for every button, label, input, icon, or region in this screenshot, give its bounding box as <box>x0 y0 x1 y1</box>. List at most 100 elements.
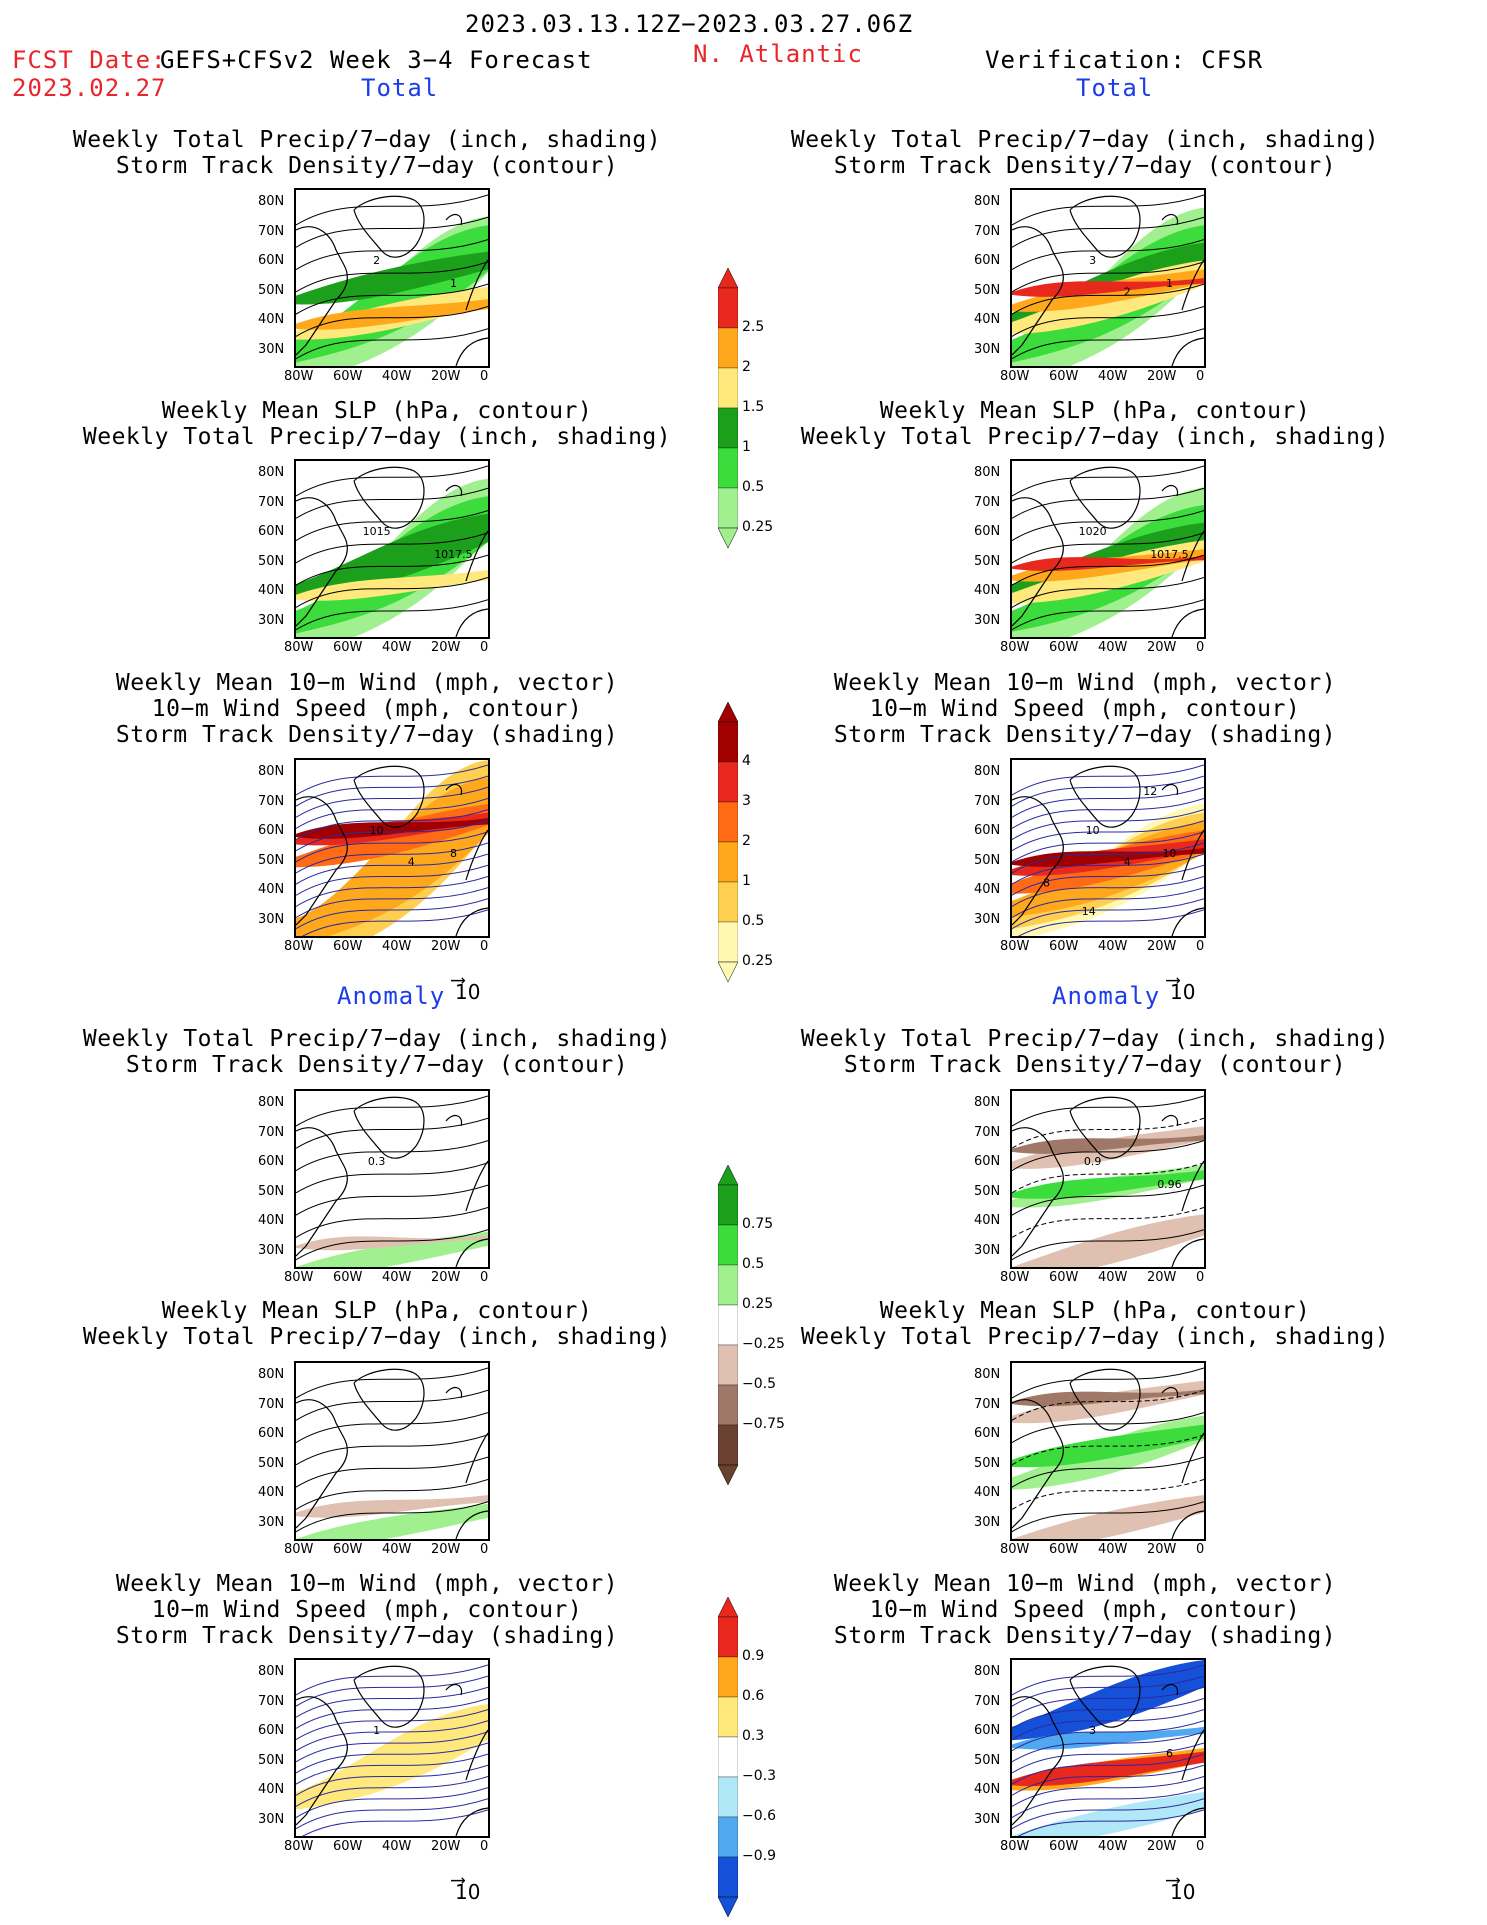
title-line: Weekly Total Precip/7−day (inch, shading… <box>82 424 672 450</box>
lat-tick-label: 30N <box>258 612 285 628</box>
title-line: Weekly Mean 10−m Wind (mph, vector) <box>833 1571 1337 1597</box>
contour-label: 14 <box>1082 905 1096 918</box>
contour-label: 0.3 <box>368 1155 386 1168</box>
contour-label-text: 1017.5 <box>434 548 473 561</box>
contour-label-text: 2 <box>1124 286 1131 299</box>
map-forecast-anom-wind: 1 <box>294 1658 490 1838</box>
lat-tick-label: 60N <box>974 1426 1001 1441</box>
lat-tick-label: 30N <box>258 1242 285 1258</box>
colorbar-swatch <box>718 1384 738 1426</box>
map-forecast-wind: 10 8 4 <box>294 758 490 938</box>
title-line: Storm Track Density/7−day (shading) <box>833 1623 1337 1649</box>
lon-tick-label: 40W <box>1098 1542 1128 1557</box>
map-forecast-anom-precip: 0.3 <box>294 1089 490 1269</box>
contour-label: 2 <box>1124 286 1131 299</box>
map-canvas: 1 <box>296 1660 488 1836</box>
title-line: Weekly Mean SLP (hPa, contour) <box>161 398 593 424</box>
title-fa-precip: Weekly Total Precip/7−day (inch, shading… <box>57 1026 697 1078</box>
colorbar-label: 3 <box>742 793 751 809</box>
contour-label-text: 1015 <box>363 525 391 538</box>
contour-label: 10 <box>1086 824 1100 837</box>
lat-tick-label: 60N <box>974 524 1001 539</box>
lat-tick-label: 40N <box>258 312 285 327</box>
anomaly-left-label: Anomaly <box>337 982 446 1010</box>
map-canvas <box>1012 1363 1204 1539</box>
lat-tick-label: 60N <box>258 253 285 268</box>
anomaly-right-label: Anomaly <box>1052 982 1161 1010</box>
lat-tick-label: 30N <box>258 1811 285 1827</box>
contour-label-text: 2 <box>373 254 380 267</box>
lon-tick-label: 40W <box>382 939 412 954</box>
title-line: Storm Track Density/7−day (contour) <box>833 153 1337 179</box>
map-canvas: 1015 1017.5 <box>296 461 488 637</box>
lon-tick-label: 80W <box>284 369 314 384</box>
colorbar-label: −0.9 <box>742 1848 776 1864</box>
contour-label-text: 3 <box>1089 1724 1096 1737</box>
contour-label: 3 <box>1089 254 1096 267</box>
lat-tick-label: 80N <box>258 1095 285 1110</box>
contour-label-text: 1 <box>1166 277 1173 290</box>
vector-ref-value: 10 <box>455 1880 481 1904</box>
lat-tick-label: 30N <box>974 1514 1001 1530</box>
lon-tick-label: 40W <box>1098 640 1128 655</box>
title-line: Weekly Mean SLP (hPa, contour) <box>879 398 1311 424</box>
lat-tick-label: 40N <box>258 1485 285 1500</box>
lat-tick-label: 70N <box>974 223 1001 239</box>
lon-tick-label: 60W <box>333 1270 363 1285</box>
lat-tick-label: 80N <box>258 1664 285 1679</box>
title-line: 10−m Wind Speed (mph, contour) <box>869 1597 1301 1623</box>
lon-tick-label: 20W <box>431 1839 461 1854</box>
vector-ref-arrow-icon: ⟶ <box>452 1867 465 1891</box>
lat-tick-label: 50N <box>258 1455 285 1471</box>
map-canvas: 10 10 4 8 12 14 <box>1012 760 1204 936</box>
lon-tick-label: 20W <box>1147 1542 1177 1557</box>
map-forecast-anom-slp <box>294 1361 490 1541</box>
lat-tick-label: 40N <box>258 1782 285 1797</box>
colorbar-swatch <box>718 881 738 923</box>
title-line: Weekly Mean 10−m Wind (mph, vector) <box>115 1571 619 1597</box>
lat-tick-label: 80N <box>258 194 285 209</box>
lon-tick-label: 60W <box>1049 1542 1079 1557</box>
contour-label: 1 <box>450 277 457 290</box>
contour-label: 1020 <box>1079 525 1107 538</box>
lat-tick-label: 40N <box>974 1485 1001 1500</box>
map-verification-slp: 1020 1017.5 <box>1010 459 1206 639</box>
title-line: Weekly Total Precip/7−day (inch, shading… <box>800 424 1390 450</box>
lon-tick-label: 0 <box>480 1270 489 1285</box>
lat-tick-label: 40N <box>974 583 1001 598</box>
contour-label-text: 8 <box>1043 877 1050 890</box>
total-left-label: Total <box>361 74 439 102</box>
lat-tick-label: 80N <box>258 465 285 480</box>
lon-tick-label: 60W <box>1049 369 1079 384</box>
contour-label-text: 1 <box>450 277 457 290</box>
contour-label-text: 10 <box>1162 847 1176 860</box>
colorbar-cap <box>718 527 738 548</box>
colorbar-canvas <box>718 1597 738 1917</box>
colorbar-label: 1 <box>742 439 751 455</box>
colorbar-cap <box>718 1597 738 1618</box>
colorbar-label: −0.3 <box>742 1768 776 1784</box>
lat-tick-label: 40N <box>974 312 1001 327</box>
lat-tick-label: 50N <box>974 1183 1001 1199</box>
contour-label-text: 12 <box>1143 785 1157 798</box>
lat-tick-label: 80N <box>974 1367 1001 1382</box>
title-line: Storm Track Density/7−day (contour) <box>115 153 619 179</box>
colorbar-swatch <box>718 1816 738 1858</box>
colorbar-label: −0.6 <box>742 1808 776 1824</box>
title-ob-precip: Weekly Total Precip/7−day (inch, shading… <box>765 127 1405 179</box>
colorbar-swatch <box>718 407 738 449</box>
contour-label: 1 <box>373 1724 380 1737</box>
colorbar-label: −0.75 <box>742 1416 785 1432</box>
lon-tick-label: 40W <box>1098 1839 1128 1854</box>
colorbar-swatch <box>718 1264 738 1306</box>
title-fa-slp: Weekly Mean SLP (hPa, contour) Weekly To… <box>57 1298 697 1350</box>
lon-tick-label: 60W <box>1049 1839 1079 1854</box>
colorbar-label: 2.5 <box>742 319 765 335</box>
colorbar-swatch <box>718 1656 738 1698</box>
colorbar-label: 0.25 <box>742 1296 774 1312</box>
vector-ref-arrow-icon: ⟶ <box>1167 1867 1180 1891</box>
map-verification-precip: 3 1 2 <box>1010 188 1206 368</box>
colorbar-swatch <box>718 367 738 409</box>
colorbar-label: 1.5 <box>742 399 765 415</box>
colorbar-cap <box>718 702 738 723</box>
